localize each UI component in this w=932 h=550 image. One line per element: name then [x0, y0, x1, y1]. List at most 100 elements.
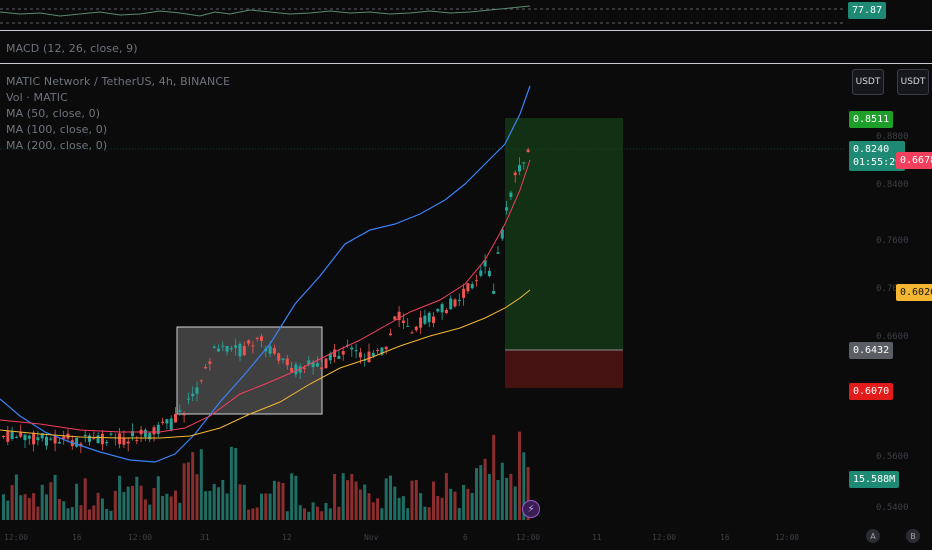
candle-body: [453, 299, 457, 307]
candle-body: [131, 431, 134, 437]
volume-label: 15.588M: [849, 471, 900, 488]
candle-body: [186, 398, 190, 400]
candle-body: [174, 413, 177, 423]
candle-body: [479, 270, 483, 276]
volume-bar: [251, 508, 255, 520]
volume-bar: [14, 474, 18, 520]
candle-body: [10, 430, 14, 439]
candle-body: [367, 351, 371, 363]
candle-body: [380, 347, 384, 355]
candle-body: [354, 350, 358, 352]
candle-body: [444, 310, 448, 314]
volume-bar: [79, 505, 83, 520]
candle-body: [526, 149, 530, 152]
currency-button-1[interactable]: USDT: [852, 69, 884, 95]
currency-button-2[interactable]: USDT: [897, 69, 929, 95]
volume-bar: [27, 497, 31, 520]
candle-body: [229, 348, 233, 350]
volume-bar: [191, 452, 195, 520]
volume-bar: [186, 462, 190, 520]
ma-200-line: [0, 85, 531, 463]
candle-body: [148, 432, 152, 440]
volume-bar: [178, 502, 182, 520]
candle-body: [126, 441, 130, 444]
candle-body: [333, 349, 337, 358]
candle-body: [23, 434, 27, 441]
volume-bar: [66, 508, 70, 520]
candle-body: [272, 348, 276, 354]
candle-body: [328, 353, 332, 361]
volume-bar: [118, 475, 122, 520]
candle-body: [212, 346, 216, 348]
volume-bar: [57, 499, 61, 520]
price-axis-tick: 0.7600: [876, 236, 909, 246]
volume-bar: [204, 491, 208, 520]
log-scale-button[interactable]: B: [906, 529, 920, 543]
candle-body: [182, 414, 186, 416]
volume-bar: [242, 484, 246, 520]
candle-body: [462, 288, 466, 298]
candle-body: [423, 315, 427, 324]
candle-body: [393, 316, 397, 320]
candlesticks: [2, 147, 530, 454]
x-axis-label: 16: [72, 533, 82, 542]
candle-body: [53, 436, 57, 444]
candle-body: [178, 410, 182, 412]
candle-body: [303, 367, 306, 369]
volume-bar: [19, 495, 23, 520]
volume-bar: [350, 474, 354, 520]
volume-bar: [320, 511, 324, 520]
macd-divider[interactable]: [0, 63, 932, 64]
volume-bar: [307, 511, 311, 520]
target-zone: [505, 118, 623, 350]
volume-bar: [165, 493, 169, 520]
volume-bar: [513, 486, 517, 520]
volume-bar: [255, 507, 259, 520]
volume-bar: [354, 481, 358, 520]
volume-bar: [346, 480, 349, 520]
candle-body: [337, 355, 341, 359]
candle-body: [169, 418, 173, 430]
volume-bar: [49, 482, 53, 520]
volume-bar: [518, 431, 521, 520]
candle-body: [457, 299, 461, 301]
volume-bar: [268, 493, 272, 520]
auto-scale-button[interactable]: A: [866, 529, 880, 543]
candle-body: [358, 352, 362, 358]
x-axis-label: 6: [463, 533, 468, 542]
candle-body: [6, 430, 10, 442]
volume-bar: [457, 508, 461, 520]
price-chart[interactable]: [0, 64, 845, 532]
candle-body: [294, 364, 298, 375]
candle-body: [320, 367, 324, 370]
candle-body: [513, 172, 517, 176]
price-axis-tick: 0.8800: [876, 132, 909, 142]
candle-body: [36, 437, 40, 441]
x-axis-label: 12:00: [516, 533, 541, 542]
candle-body: [432, 316, 435, 324]
lightning-event-icon[interactable]: ⚡: [522, 500, 540, 518]
candle-body: [492, 290, 496, 294]
volume-bar: [303, 508, 306, 520]
volume-bar: [423, 506, 427, 520]
volume-bar: [419, 493, 423, 520]
candle-body: [281, 358, 285, 360]
candle-body: [341, 351, 345, 355]
volume-bar: [169, 496, 173, 520]
rsi-divider[interactable]: [0, 30, 932, 31]
volume-bar: [367, 493, 371, 520]
volume-bar: [212, 484, 216, 520]
volume-bar: [272, 480, 276, 520]
volume-bar: [427, 507, 431, 520]
volume-bar: [526, 467, 530, 520]
candle-body: [195, 387, 199, 394]
volume-bar: [264, 493, 268, 520]
volume-bar: [414, 480, 418, 520]
candle-body: [509, 192, 513, 198]
ma-50-line: [0, 159, 531, 433]
volume-bar: [333, 474, 337, 520]
volume-bar: [143, 499, 147, 520]
candle-body: [156, 424, 160, 434]
candle-body: [14, 436, 18, 438]
volume-bar: [410, 480, 414, 520]
